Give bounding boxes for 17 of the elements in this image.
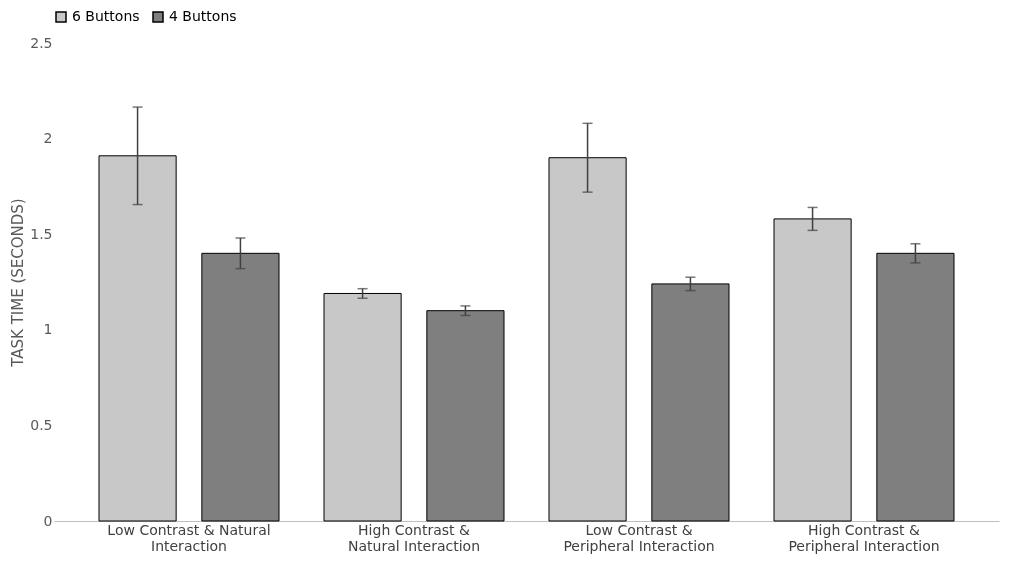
bar xyxy=(876,252,955,522)
y-tick-label: 2 xyxy=(43,130,53,147)
y-axis-title: TASK TIME (SECONDS) xyxy=(9,198,28,368)
y-tick-label: 1.5 xyxy=(30,225,53,242)
x-tick-label: High Contrast & Natural Interaction xyxy=(347,521,481,554)
bar xyxy=(651,283,730,522)
y-tick-label: 2.5 xyxy=(30,34,53,51)
x-tick-label: Low Contrast & Peripheral Interaction xyxy=(563,521,715,554)
x-tick-label: Low Contrast & Natural Interaction xyxy=(107,521,271,554)
y-tick-label: 1 xyxy=(43,321,53,338)
y-tick-label: 0 xyxy=(43,512,53,529)
x-tick-label: High Contrast & Peripheral Interaction xyxy=(788,521,940,554)
y-tick-label: 0.5 xyxy=(30,416,53,433)
bar xyxy=(201,252,280,522)
legend-label: 6 Buttons xyxy=(72,8,140,24)
legend-label: 4 Buttons xyxy=(169,8,237,24)
bar xyxy=(426,310,505,522)
